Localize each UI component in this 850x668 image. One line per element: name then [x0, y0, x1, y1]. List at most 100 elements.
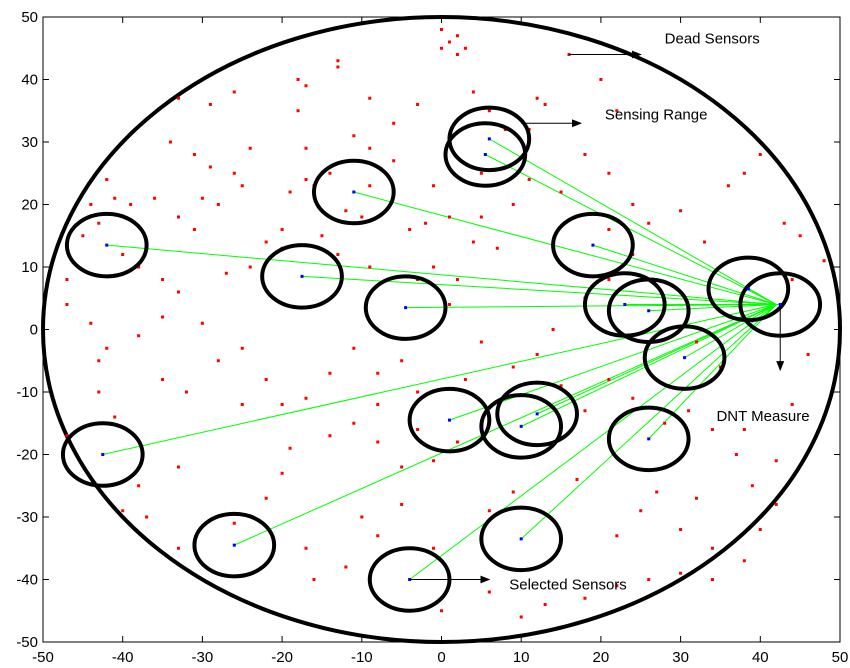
- dead-sensor-114: [121, 509, 125, 513]
- x-tick-label: 30: [672, 649, 689, 666]
- x-tick-label: 50: [832, 649, 849, 666]
- dead-sensor-101: [184, 390, 188, 394]
- x-tick-label: -10: [351, 649, 373, 666]
- selected-sensor-9: [647, 309, 651, 313]
- selected-sensor-3: [352, 190, 356, 194]
- dead-sensor-25: [416, 103, 420, 106]
- selected-sensor-14: [519, 424, 523, 428]
- selected-sensor-16: [647, 437, 651, 441]
- dead-sensor-102: [240, 403, 244, 406]
- dead-sensor-19: [304, 84, 308, 88]
- dead-sensor-39: [304, 178, 308, 181]
- dead-sensor-148: [535, 353, 539, 356]
- dead-sensor-21: [176, 96, 180, 100]
- selected-sensor-12: [683, 356, 687, 360]
- dead-sensor-34: [153, 196, 157, 200]
- dead-sensor-127: [440, 609, 443, 613]
- dead-sensor-117: [232, 521, 236, 525]
- selected-sensor-1: [487, 137, 491, 141]
- selected-sensor-5: [300, 274, 304, 278]
- dead-sensor-94: [463, 378, 467, 381]
- dead-sensor-151: [607, 278, 611, 281]
- sensing-range-circle-5: [260, 243, 344, 310]
- dead-sensor-73: [455, 278, 459, 281]
- dead-sensor-120: [304, 546, 308, 550]
- dead-sensor-122: [344, 565, 348, 569]
- dead-sensor-104: [288, 446, 292, 450]
- dead-sensor-188: [511, 490, 515, 494]
- dead-sensor-107: [376, 440, 380, 444]
- dead-sensor-12: [535, 96, 539, 100]
- dead-sensor-121: [312, 578, 316, 581]
- x-tick-label: 40: [752, 649, 769, 666]
- dead-sensor-158: [742, 171, 746, 175]
- sensing-range-circle-17: [60, 421, 145, 488]
- y-tick-label: 30: [21, 134, 38, 151]
- y-tick-label: -20: [16, 447, 38, 464]
- link-line-1: [489, 138, 777, 305]
- dead-sensor-37: [200, 196, 204, 200]
- sensing-range-circle-3: [311, 158, 396, 226]
- dead-sensor-54: [447, 215, 451, 219]
- dead-sensor-180: [447, 303, 451, 306]
- dead-sensor-56: [89, 203, 93, 206]
- dead-sensor-178: [392, 159, 396, 163]
- sensing-range-circle-2: [443, 121, 528, 188]
- dead-sensor-185: [615, 534, 619, 538]
- dead-sensor-169: [718, 365, 722, 369]
- selected-sensor-7: [591, 243, 595, 247]
- dead-sensor-60: [137, 265, 141, 269]
- dead-sensor-11: [471, 90, 475, 94]
- y-tick-label: -50: [16, 634, 38, 651]
- dead-sensor-88: [328, 371, 332, 375]
- x-tick-label: -30: [192, 649, 214, 666]
- dead-sensor-141: [710, 428, 714, 431]
- dead-sensor-28: [248, 146, 252, 150]
- dead-sensor-167: [774, 459, 778, 463]
- dead-sensor-63: [224, 271, 228, 275]
- dead-sensor-175: [527, 178, 531, 181]
- link-line-3: [353, 191, 777, 305]
- dead-sensor-168: [742, 428, 746, 431]
- dead-sensor-2: [447, 40, 451, 44]
- dead-sensor-128: [487, 590, 491, 594]
- dead-sensor-72: [432, 265, 436, 269]
- y-tick-label: 50: [21, 9, 38, 26]
- sensing-range-circle-12: [642, 324, 727, 391]
- dead-sensor-140: [734, 453, 738, 456]
- selected-sensor-18: [232, 543, 236, 547]
- annotation-label-dnt-measure: DNT Measure: [716, 408, 809, 425]
- dead-sensor-109: [416, 428, 420, 431]
- dead-sensor-5: [440, 46, 443, 50]
- dead-sensor-126: [432, 546, 436, 550]
- y-tick-label: 0: [30, 322, 38, 339]
- dead-sensor-76: [65, 278, 69, 281]
- dead-sensor-27: [304, 146, 308, 150]
- dead-sensor-163: [790, 278, 794, 281]
- dead-sensor-156: [703, 240, 707, 244]
- sensing-range-circle-19: [479, 505, 564, 573]
- selected-sensor-6: [404, 306, 408, 310]
- dead-sensor-58: [81, 234, 85, 238]
- dead-sensor-92: [400, 359, 404, 363]
- dead-sensor-125: [400, 503, 404, 506]
- dead-sensor-44: [368, 146, 372, 150]
- dead-sensor-1: [440, 28, 443, 31]
- annotation-label-sensing-range: Sensing Range: [605, 107, 708, 124]
- dead-sensor-153: [607, 228, 611, 231]
- y-tick-label: 10: [21, 259, 38, 276]
- dead-sensor-48: [192, 228, 196, 231]
- dead-sensor-80: [97, 359, 101, 363]
- x-tick-label: 20: [593, 649, 610, 666]
- dead-sensor-139: [750, 484, 754, 488]
- dead-sensor-59: [121, 253, 125, 256]
- dead-sensor-49: [176, 215, 180, 219]
- dead-sensor-113: [137, 484, 141, 488]
- dead-sensor-170: [695, 340, 699, 344]
- dead-sensor-83: [200, 321, 204, 325]
- dead-sensor-98: [97, 390, 101, 394]
- selected-sensor-11: [778, 303, 782, 306]
- dead-sensor-16: [336, 59, 340, 63]
- dead-sensor-132: [615, 584, 619, 588]
- dead-sensor-84: [216, 359, 220, 363]
